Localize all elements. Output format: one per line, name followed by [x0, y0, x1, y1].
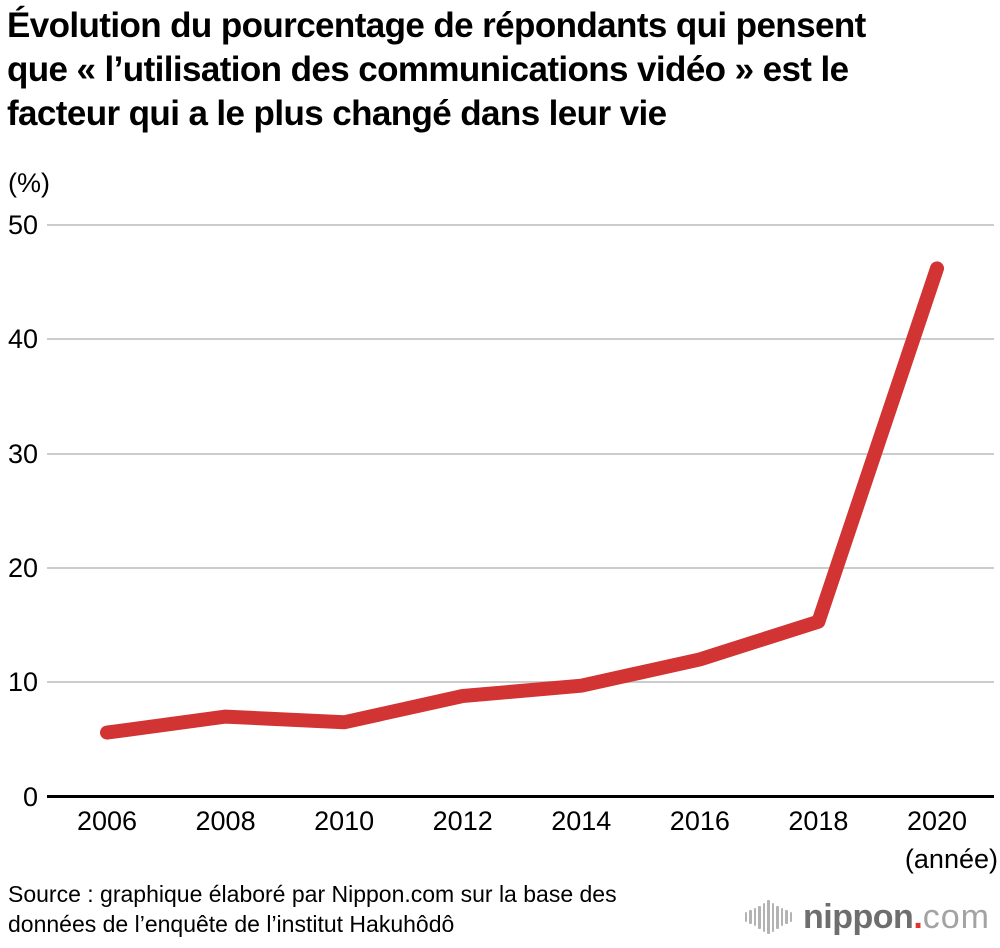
- gridline: [47, 338, 994, 341]
- x-axis-unit-label: (année): [904, 844, 998, 874]
- y-axis-tick-label: 10: [7, 667, 38, 698]
- y-axis-unit-label: (%): [8, 168, 50, 198]
- gridline: [47, 681, 994, 684]
- x-axis-tick-label: 2016: [669, 806, 730, 836]
- logo-dot: .: [913, 898, 923, 936]
- logo-tld-text: com: [922, 898, 990, 936]
- gridline: [47, 566, 994, 569]
- x-axis-tick-label: 2018: [788, 806, 849, 836]
- y-axis-tick-label: 50: [7, 210, 38, 240]
- gridline: [47, 452, 994, 455]
- source-note: Source : graphique élaboré par Nippon.co…: [8, 881, 617, 937]
- x-axis-line: [47, 795, 994, 799]
- x-axis-tick-label: 2006: [76, 806, 138, 836]
- y-axis-tick-label: 30: [7, 438, 38, 469]
- x-axis-tick-label: 2012: [432, 806, 493, 836]
- x-axis-tick-label: 2010: [314, 806, 375, 836]
- soundwave-bars-icon: [744, 899, 793, 935]
- logo-wordmark: nippon.com: [803, 899, 990, 935]
- nippon-com-logo: nippon.com: [744, 899, 990, 935]
- y-axis-tick-label: 0: [22, 781, 38, 812]
- logo-name-text: nippon: [803, 898, 914, 936]
- y-axis-tick-label: 20: [7, 552, 38, 583]
- y-axis-tick-label: 40: [7, 324, 38, 355]
- chart-title: Évolution du pourcentage de répondants q…: [7, 6, 866, 133]
- gridline: [47, 224, 994, 226]
- x-axis-tick-label: 2014: [551, 806, 612, 836]
- x-axis-tick-label: 2008: [195, 806, 256, 836]
- x-axis-tick-label: 2020: [906, 806, 968, 836]
